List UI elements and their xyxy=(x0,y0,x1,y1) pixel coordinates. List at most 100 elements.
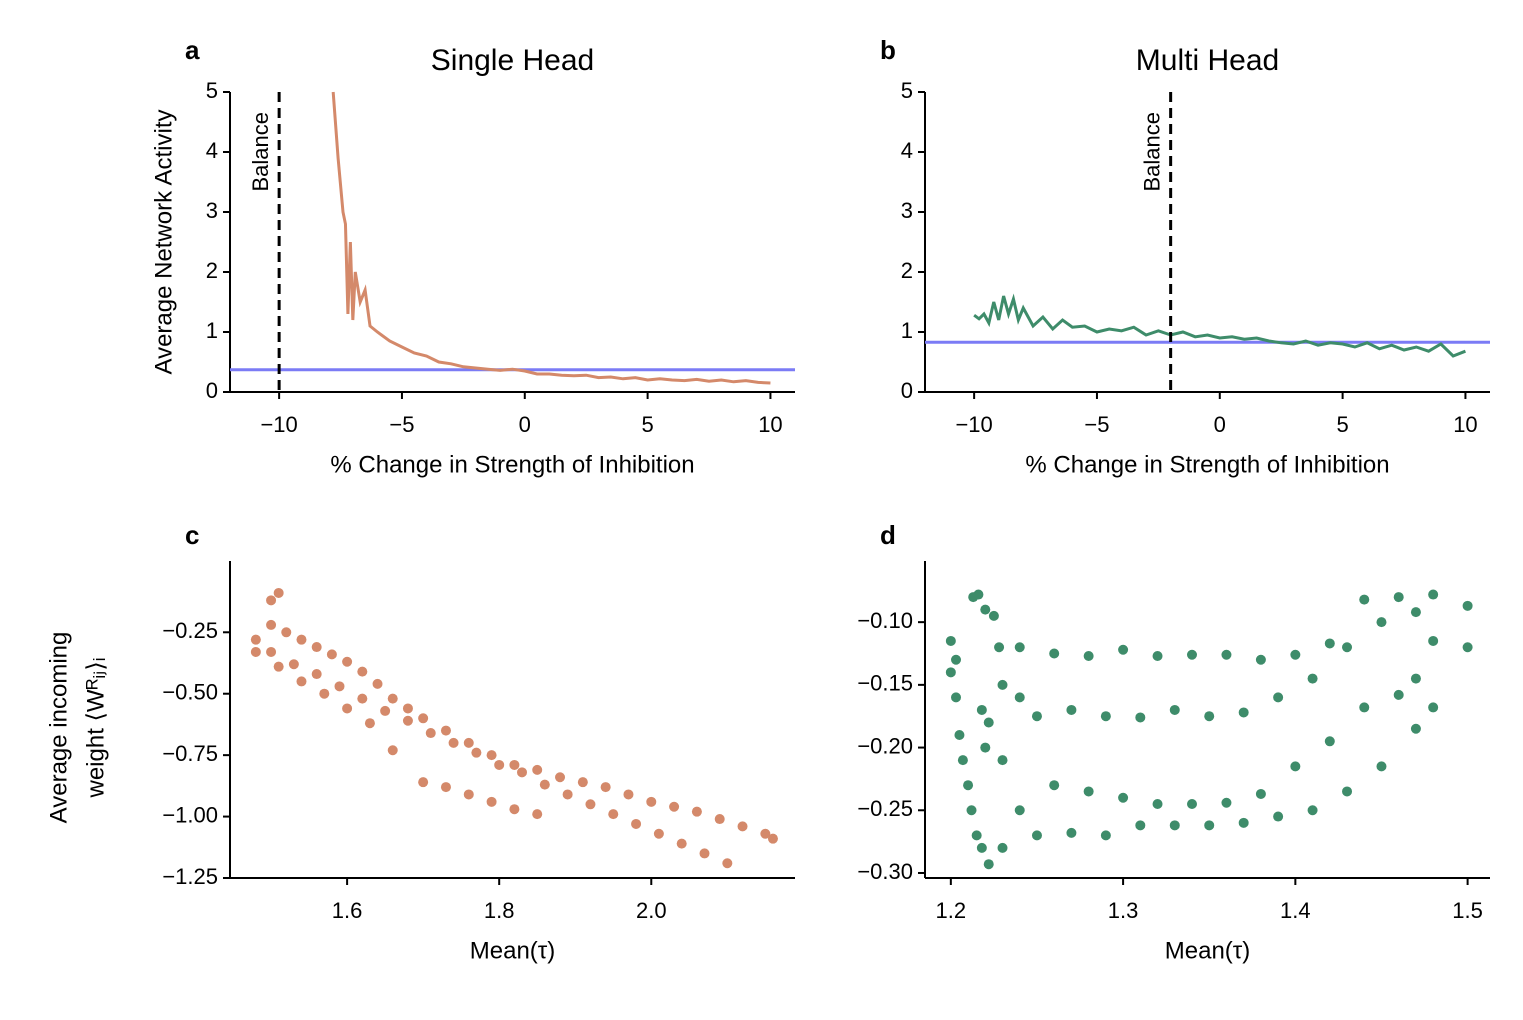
point xyxy=(440,725,451,736)
point xyxy=(577,777,588,788)
y-tick-label: 3 xyxy=(901,198,913,223)
point xyxy=(532,764,543,775)
x-tick-label: 1.8 xyxy=(484,898,515,923)
point xyxy=(273,587,284,598)
point xyxy=(623,789,634,800)
x-tick-label: 5 xyxy=(641,412,653,437)
y-axis-label: weight ⟨Wᴿᵢⱼ⟩ᵢ xyxy=(82,658,109,799)
x-tick-label: 10 xyxy=(1453,412,1477,437)
point xyxy=(311,669,322,680)
point xyxy=(319,688,330,699)
point xyxy=(1359,594,1370,605)
point xyxy=(463,789,474,800)
point xyxy=(334,681,345,692)
x-tick-label: 5 xyxy=(1336,412,1348,437)
point xyxy=(418,777,429,788)
point xyxy=(997,842,1008,853)
y-tick-label: 0 xyxy=(206,378,218,403)
annotation: Balance xyxy=(1139,112,1164,192)
y-tick-label: 0 xyxy=(901,378,913,403)
point xyxy=(1376,617,1387,628)
point xyxy=(562,789,573,800)
point xyxy=(1428,589,1439,600)
point xyxy=(539,779,550,790)
point xyxy=(1100,830,1111,841)
point xyxy=(1135,712,1146,723)
point xyxy=(1031,830,1042,841)
point xyxy=(387,693,398,704)
point xyxy=(250,646,261,657)
point xyxy=(1083,651,1094,662)
point xyxy=(699,848,710,859)
point xyxy=(494,759,505,770)
point xyxy=(1290,761,1301,772)
point xyxy=(646,796,657,807)
point xyxy=(983,717,994,728)
point xyxy=(980,742,991,753)
point xyxy=(380,705,391,716)
point xyxy=(971,830,982,841)
x-tick-label: 1.4 xyxy=(1280,898,1311,923)
point xyxy=(994,642,1005,653)
x-tick-label: 1.2 xyxy=(936,898,967,923)
x-tick-label: 0 xyxy=(1214,412,1226,437)
y-tick-label: −0.10 xyxy=(857,608,913,633)
point xyxy=(1393,689,1404,700)
x-tick-label: −10 xyxy=(955,412,992,437)
point xyxy=(608,809,619,820)
point xyxy=(372,678,383,689)
point xyxy=(357,693,368,704)
point xyxy=(1221,797,1232,808)
point xyxy=(1342,642,1353,653)
point xyxy=(1273,692,1284,703)
point xyxy=(1118,792,1129,803)
point xyxy=(296,634,307,645)
point xyxy=(402,703,413,714)
point xyxy=(737,821,748,832)
point xyxy=(1083,786,1094,797)
point xyxy=(1049,780,1060,791)
x-tick-label: 0 xyxy=(519,412,531,437)
point xyxy=(509,804,520,815)
panel-label: c xyxy=(185,520,199,550)
point xyxy=(486,796,497,807)
point xyxy=(1118,644,1129,655)
point xyxy=(1049,648,1060,659)
data-line xyxy=(973,293,1466,358)
x-axis-label: Mean(τ) xyxy=(470,937,556,964)
point xyxy=(1066,827,1077,838)
point xyxy=(517,767,528,778)
point xyxy=(945,635,956,646)
y-tick-label: 2 xyxy=(901,258,913,283)
point xyxy=(653,828,664,839)
point xyxy=(1066,704,1077,715)
y-axis-label: Average incoming xyxy=(45,632,72,824)
x-axis-label: % Change in Strength of Inhibition xyxy=(1025,451,1389,478)
point xyxy=(954,730,965,741)
point xyxy=(418,713,429,724)
point xyxy=(326,649,337,660)
x-axis-label: % Change in Strength of Inhibition xyxy=(330,451,694,478)
chart-title: Single Head xyxy=(431,44,594,77)
point xyxy=(266,595,277,606)
y-tick-label: −0.75 xyxy=(162,741,218,766)
x-tick-label: 1.5 xyxy=(1452,898,1483,923)
point xyxy=(997,755,1008,766)
point xyxy=(1186,799,1197,810)
point xyxy=(296,676,307,687)
point xyxy=(722,858,733,869)
point xyxy=(1014,692,1025,703)
point xyxy=(767,833,778,844)
point xyxy=(980,604,991,615)
point xyxy=(983,859,994,870)
y-tick-label: 4 xyxy=(901,138,913,163)
point xyxy=(342,703,353,714)
y-tick-label: 2 xyxy=(206,258,218,283)
point xyxy=(532,809,543,820)
chart-title: Multi Head xyxy=(1136,44,1279,77)
point xyxy=(281,627,292,638)
point xyxy=(1238,707,1249,718)
point xyxy=(760,828,771,839)
point xyxy=(463,737,474,748)
